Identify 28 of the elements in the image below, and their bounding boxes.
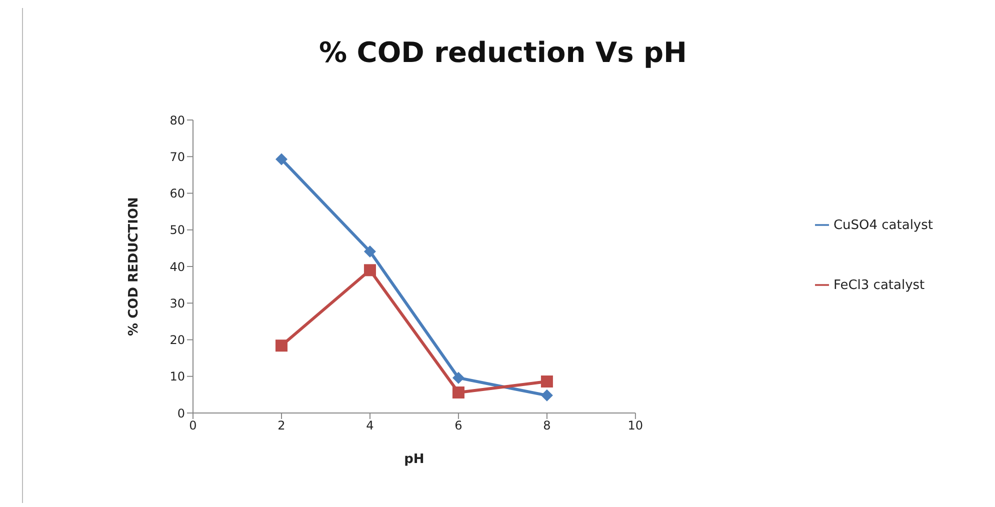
point bbox=[540, 376, 553, 388]
x-tick-label: 4 bbox=[366, 418, 374, 433]
x-tick-label: 6 bbox=[454, 418, 462, 433]
legend-label: FeCl3 catalyst bbox=[833, 278, 925, 292]
y-tick-label: 70 bbox=[170, 150, 185, 164]
legend-label: CuSO4 catalyst bbox=[833, 218, 933, 232]
y-tick-label: 40 bbox=[170, 260, 185, 274]
y-tick-label: 30 bbox=[170, 296, 185, 310]
y-tick-label: 0 bbox=[177, 406, 185, 420]
y-tick-label: 50 bbox=[170, 223, 185, 238]
chart-title: % COD reduction Vs pH bbox=[318, 36, 688, 69]
x-tick-label: 10 bbox=[628, 418, 644, 433]
y-tick-label: 10 bbox=[170, 370, 185, 384]
y-tick-label: 60 bbox=[170, 186, 185, 201]
point bbox=[364, 264, 376, 276]
point bbox=[540, 389, 553, 402]
x-tick-label: 2 bbox=[278, 418, 286, 433]
y-tick-label: 80 bbox=[170, 113, 185, 128]
x-tick-label: 0 bbox=[189, 418, 197, 433]
point bbox=[452, 372, 464, 384]
y-axis-title: % COD REDUCTION bbox=[126, 197, 142, 336]
point bbox=[452, 386, 464, 398]
y-tick-label: 20 bbox=[170, 333, 185, 348]
point bbox=[364, 245, 376, 258]
point bbox=[275, 340, 288, 352]
x-tick-label: 8 bbox=[543, 418, 551, 433]
x-axis-title: pH bbox=[404, 452, 424, 467]
point bbox=[275, 153, 288, 166]
